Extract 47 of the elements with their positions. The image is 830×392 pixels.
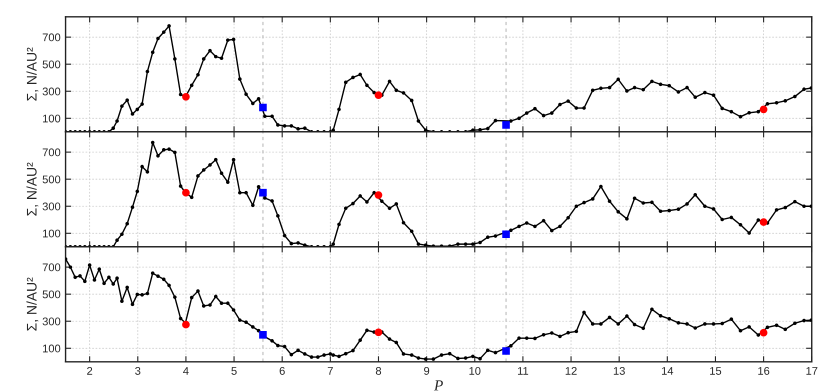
point xyxy=(760,106,768,114)
x-tick-label: 6 xyxy=(280,366,285,375)
y-axis-title: Σ, N/AU² xyxy=(26,278,38,331)
x-tick-label: 3 xyxy=(135,366,140,375)
y-tick-label: 300 xyxy=(42,202,60,210)
y-axis-title: Σ, N/AU² xyxy=(26,48,38,101)
x-tick-label: 8 xyxy=(376,366,382,375)
y-tick-label: 700 xyxy=(42,148,60,156)
y-tick-label: 500 xyxy=(42,290,60,298)
point xyxy=(259,104,267,112)
point xyxy=(259,330,267,339)
y-tick-label: 700 xyxy=(42,263,60,272)
x-axis-title: P xyxy=(434,380,443,390)
x-tick-label: 11 xyxy=(518,367,528,375)
y-tick-label: 500 xyxy=(42,60,60,68)
point xyxy=(374,328,382,336)
point xyxy=(502,121,510,129)
x-tick-label: 5 xyxy=(231,367,237,375)
point xyxy=(182,320,190,328)
point xyxy=(182,93,190,101)
x-tick-label: 15 xyxy=(710,367,722,375)
x-tick-label: 16 xyxy=(758,366,770,375)
x-tick-label: 10 xyxy=(469,366,481,375)
point xyxy=(502,230,510,238)
x-tick-label: 9 xyxy=(424,366,430,375)
y-tick-label: 100 xyxy=(43,114,60,122)
point xyxy=(374,91,382,99)
x-tick-label: 7 xyxy=(328,367,333,375)
y-tick-label: 300 xyxy=(42,318,60,326)
x-tick-label: 13 xyxy=(614,366,625,375)
point xyxy=(182,188,190,197)
point xyxy=(259,188,267,197)
x-tick-label: 2 xyxy=(87,366,92,375)
x-tick-label: 17 xyxy=(806,367,818,375)
point xyxy=(374,191,382,199)
point xyxy=(760,218,768,226)
x-tick-label: 4 xyxy=(183,367,189,375)
y-axis-title: Σ, N/AU² xyxy=(26,162,38,216)
x-tick-label: 14 xyxy=(662,367,674,375)
y-tick-label: 100 xyxy=(43,230,60,238)
point xyxy=(502,347,510,355)
point xyxy=(760,328,768,337)
y-tick-label: 300 xyxy=(42,88,60,96)
y-tick-label: 700 xyxy=(42,33,60,42)
y-tick-label: 500 xyxy=(42,175,60,184)
y-tick-label: 100 xyxy=(43,344,60,352)
x-tick-label: 12 xyxy=(566,366,577,375)
